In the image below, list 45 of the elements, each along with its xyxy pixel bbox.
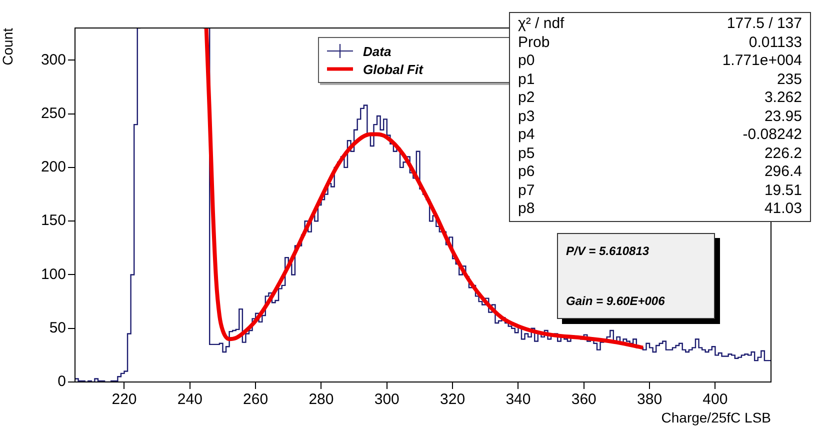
x-tick-label: 220 — [112, 391, 137, 408]
annotation: p1 — [518, 70, 535, 89]
x-tick-label: 280 — [308, 391, 334, 408]
annotation: 1.771e+004 — [722, 52, 802, 70]
annotation: 177.5 / 137 — [726, 15, 802, 34]
annotation: p4 — [518, 126, 535, 144]
x-tick-label: 380 — [637, 391, 662, 408]
annotation: p5 — [518, 144, 535, 163]
annotation: -0.08242 — [742, 126, 802, 144]
annotation: p8 — [518, 200, 535, 218]
y-tick-label: 100 — [40, 266, 66, 283]
annotation: 41.03 — [764, 200, 802, 218]
y-tick-label: 150 — [40, 212, 66, 230]
x-tick-label: 360 — [571, 391, 596, 408]
annotation: 23.95 — [764, 108, 802, 126]
x-tick-label: 340 — [506, 391, 531, 408]
text: 235 — [776, 70, 802, 88]
annotation: 296.4 — [764, 163, 802, 182]
annotation: 226.2 — [764, 144, 802, 163]
annotation: p7 — [518, 182, 535, 200]
annotation: p3 — [518, 108, 535, 126]
annotation: Prob — [518, 34, 550, 52]
y-axis-title: Count — [0, 28, 16, 66]
legend-label: Data — [363, 44, 392, 58]
annotation: p0 — [518, 52, 535, 70]
annotation: p6 — [518, 163, 535, 182]
y-tick-label: 50 — [49, 320, 66, 337]
annotation: 19.51 — [764, 182, 802, 200]
annotation: 3.262 — [764, 89, 802, 108]
annotation: P/V = 5.610813 — [566, 244, 650, 258]
x-tick-label: 320 — [440, 391, 466, 408]
y-tick-label: 250 — [40, 104, 66, 122]
x-tick-label: 260 — [243, 391, 268, 408]
annotation: Gain = 9.60E+006 — [566, 294, 666, 308]
annotation: p2 — [518, 89, 535, 108]
annotation: 0.01133 — [748, 34, 802, 52]
x-axis-title: Charge/25fC LSB — [661, 409, 771, 426]
x-tick-label: 240 — [177, 391, 202, 408]
y-tick-label: 300 — [40, 51, 66, 68]
x-tick-label: 400 — [702, 391, 728, 408]
y-tick-label: 200 — [40, 158, 66, 176]
x-tick-label: 300 — [374, 391, 400, 408]
annotation: χ² / ndf — [518, 15, 564, 34]
legend-label: Global Fit — [363, 62, 423, 76]
y-tick-label: 0 — [58, 373, 66, 390]
